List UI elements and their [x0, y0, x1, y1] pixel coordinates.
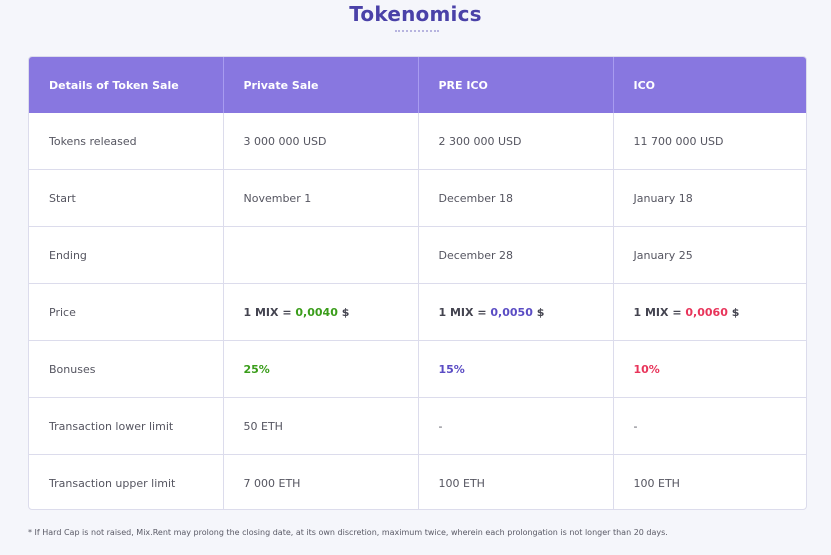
row-label: Ending [29, 226, 224, 284]
title-underline-dots [395, 24, 439, 32]
ico-price-cell: 1 MIX = 0,0060 $ [613, 283, 806, 341]
private-sale-cell [223, 226, 419, 284]
table-row-ending: Ending December 28 January 25 [29, 226, 806, 284]
price-currency: $ [532, 305, 545, 319]
private-sale-bonus-cell: 25% [223, 340, 419, 398]
ico-cell: - [613, 397, 806, 455]
row-label: Transaction upper limit [29, 454, 224, 509]
header-private-sale: Private Sale [223, 57, 419, 113]
pre-ico-cell: 100 ETH [418, 454, 614, 509]
table-header: Details of Token Sale Private Sale PRE I… [29, 57, 806, 113]
price-equals: = [668, 305, 686, 319]
price-unit: 1 MIX [633, 305, 669, 319]
row-label: Tokens released [29, 113, 224, 170]
price-value: 0,0050 [490, 305, 533, 319]
row-label: Bonuses [29, 340, 224, 398]
table-row-lower-limit: Transaction lower limit 50 ETH - - [29, 397, 806, 455]
private-sale-cell: 3 000 000 USD [223, 113, 419, 170]
table-row-upper-limit: Transaction upper limit 7 000 ETH 100 ET… [29, 454, 806, 509]
pre-ico-bonus-cell: 15% [418, 340, 614, 398]
pre-ico-cell: 2 300 000 USD [418, 113, 614, 170]
tokenomics-table: Details of Token Sale Private Sale PRE I… [28, 56, 807, 510]
price-unit: 1 MIX [438, 305, 474, 319]
header-details: Details of Token Sale [29, 57, 224, 113]
pre-ico-cell: December 18 [418, 169, 614, 227]
header-pre-ico: PRE ICO [418, 57, 614, 113]
pre-ico-cell: - [418, 397, 614, 455]
pre-ico-price-cell: 1 MIX = 0,0050 $ [418, 283, 614, 341]
private-sale-cell: November 1 [223, 169, 419, 227]
ico-cell: January 25 [613, 226, 806, 284]
price-unit: 1 MIX [243, 305, 279, 319]
private-sale-cell: 7 000 ETH [223, 454, 419, 509]
ico-bonus-cell: 10% [613, 340, 806, 398]
price-value: 0,0060 [685, 305, 728, 319]
table-row-price: Price 1 MIX = 0,0040 $ 1 MIX = 0,0050 $ … [29, 283, 806, 341]
page-title: Tokenomics [349, 2, 482, 26]
header-row: Details of Token Sale Private Sale PRE I… [29, 57, 806, 113]
table-row-bonuses: Bonuses 25% 15% 10% [29, 340, 806, 398]
price-equals: = [473, 305, 491, 319]
ico-cell: 100 ETH [613, 454, 806, 509]
row-label: Transaction lower limit [29, 397, 224, 455]
price-value: 0,0040 [295, 305, 338, 319]
private-sale-price-cell: 1 MIX = 0,0040 $ [223, 283, 419, 341]
footnote: * If Hard Cap is not raised, Mix.Rent ma… [28, 528, 668, 537]
ico-cell: January 18 [613, 169, 806, 227]
row-label: Price [29, 283, 224, 341]
table-row-start: Start November 1 December 18 January 18 [29, 169, 806, 227]
ico-cell: 11 700 000 USD [633, 134, 724, 148]
token-sale-table: Details of Token Sale Private Sale PRE I… [29, 57, 806, 509]
pre-ico-cell: December 28 [418, 226, 614, 284]
row-label: Start [29, 169, 224, 227]
header-ico: ICO [613, 57, 806, 113]
table-row-tokens-released: Tokens released 3 000 000 USD 2 300 000 … [29, 113, 806, 170]
price-equals: = [278, 305, 296, 319]
table-body: Tokens released 3 000 000 USD 2 300 000 … [29, 113, 806, 509]
private-sale-cell: 50 ETH [223, 397, 419, 455]
price-currency: $ [337, 305, 350, 319]
price-currency: $ [727, 305, 740, 319]
